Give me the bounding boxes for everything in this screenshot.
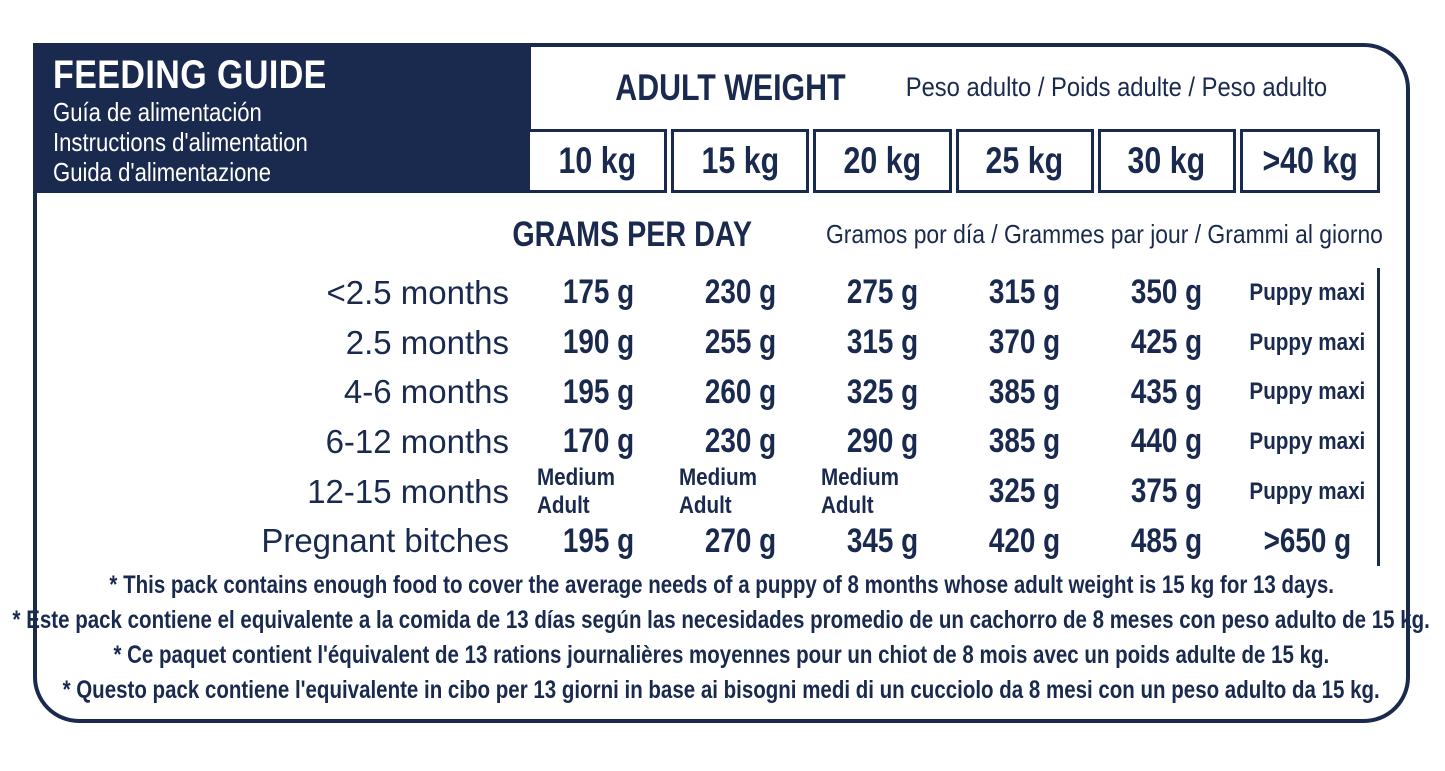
adult-weight-title: ADULT WEIGHT: [614, 66, 846, 108]
feeding-value-cell: >650 g: [1238, 516, 1380, 567]
feeding-value-cell: 375 g: [1131, 472, 1203, 511]
grams-per-day-subtitle: Gramos por día / Grammes par jour / Gram…: [826, 219, 1384, 249]
row-label: <2.5 months: [326, 273, 509, 311]
feeding-guide-panel: FEEDING GUIDE Guía de alimentación Instr…: [13, 43, 1430, 723]
feeding-value-cell: Medium Adult: [536, 463, 615, 519]
feeding-value-cell: 230 g: [704, 273, 776, 312]
weight-column-header: >40 kg: [1239, 129, 1380, 193]
weight-columns-row: 10 kg 15 kg 20 kg 25 kg 30 kg >40 kg: [527, 129, 1380, 193]
feeding-value-cell: 275 g: [846, 273, 919, 312]
weight-column-header: 15 kg: [671, 129, 810, 193]
feeding-value-cell: 270 g: [704, 521, 776, 560]
feeding-guide-subtitle-it: Guida d'alimentazione: [53, 157, 271, 187]
feeding-value-cell: Medium Adult: [821, 463, 900, 519]
feeding-value-cell: 350 g: [1131, 273, 1203, 312]
feeding-value-cell: 385 g: [988, 372, 1061, 411]
feeding-value-cell: Puppy maxi: [1238, 268, 1380, 318]
feeding-guide-subtitle-es: Guía de alimentación: [53, 97, 262, 127]
feeding-value-cell: 370 g: [988, 323, 1061, 362]
feeding-value-cell: 195 g: [562, 372, 634, 411]
grams-per-day-spacer: [57, 201, 527, 268]
grams-per-day-header: GRAMS PER DAY Gramos por día / Grammes p…: [512, 201, 1384, 268]
feeding-value-cell: 260 g: [704, 372, 776, 411]
feeding-value-cell: 420 g: [988, 521, 1061, 560]
feeding-value-cell: Puppy maxi: [1238, 417, 1380, 467]
weight-column-header: 30 kg: [1097, 129, 1236, 193]
feeding-guide-subtitle-fr: Instructions d'alimentation: [53, 127, 308, 157]
feeding-value-cell: 170 g: [562, 422, 634, 461]
weight-column-header: 10 kg: [527, 129, 668, 193]
feeding-value-cell: 425 g: [1131, 323, 1203, 362]
footnote-it: * Questo pack contiene l'equivalente in …: [62, 676, 1381, 704]
feeding-value-cell: Medium Adult: [679, 463, 758, 519]
feeding-value-cell: 290 g: [846, 422, 919, 461]
footnotes: * This pack contains enough food to cove…: [13, 569, 1430, 707]
feeding-value-cell: 315 g: [988, 273, 1061, 312]
feeding-value-cell: 255 g: [704, 323, 776, 362]
feeding-value-cell: 440 g: [1131, 422, 1203, 461]
feeding-value-cell: 385 g: [988, 422, 1061, 461]
feeding-guide-header: FEEDING GUIDE Guía de alimentación Instr…: [33, 43, 528, 193]
feeding-value-cell: 315 g: [846, 323, 919, 362]
feeding-value-cell: 190 g: [562, 323, 634, 362]
feeding-value-cell: 325 g: [846, 372, 919, 411]
feeding-value-cell: Puppy maxi: [1238, 466, 1380, 517]
weight-column-header: 25 kg: [955, 129, 1094, 193]
row-label: 2.5 months: [345, 323, 509, 361]
row-label: Pregnant bitches: [261, 522, 509, 560]
feeding-value-cell: 345 g: [846, 521, 919, 560]
adult-weight-header: ADULT WEIGHT Peso adulto / Poids adulte …: [527, 43, 1414, 132]
feeding-value-cell: Puppy maxi: [1238, 317, 1380, 368]
footnote-fr: * Ce paquet contient l'équivalent de 13 …: [113, 641, 1330, 669]
feeding-value-cell: 175 g: [562, 273, 634, 312]
feeding-table: GRAMS PER DAY Gramos por día / Grammes p…: [57, 201, 1384, 567]
footnote-en: * This pack contains enough food to cove…: [109, 571, 1334, 599]
weight-column-header: 20 kg: [813, 129, 952, 193]
feeding-value-cell: 485 g: [1131, 521, 1203, 560]
feeding-value-cell: 435 g: [1131, 372, 1203, 411]
footnote-es: * Este pack contiene el equivalente a la…: [12, 606, 1431, 634]
feeding-value-cell: 325 g: [988, 472, 1061, 511]
feeding-value-cell: Puppy maxi: [1238, 367, 1380, 418]
feeding-value-cell: 195 g: [562, 521, 634, 560]
feeding-guide-title: FEEDING GUIDE: [53, 53, 327, 97]
row-label: 6-12 months: [325, 422, 509, 460]
feeding-value-cell: 230 g: [704, 422, 776, 461]
row-label: 12-15 months: [307, 472, 509, 510]
grams-per-day-title: GRAMS PER DAY: [512, 214, 752, 254]
row-label: 4-6 months: [343, 373, 509, 411]
adult-weight-subtitle: Peso adulto / Poids adulte / Peso adulto: [905, 72, 1327, 102]
